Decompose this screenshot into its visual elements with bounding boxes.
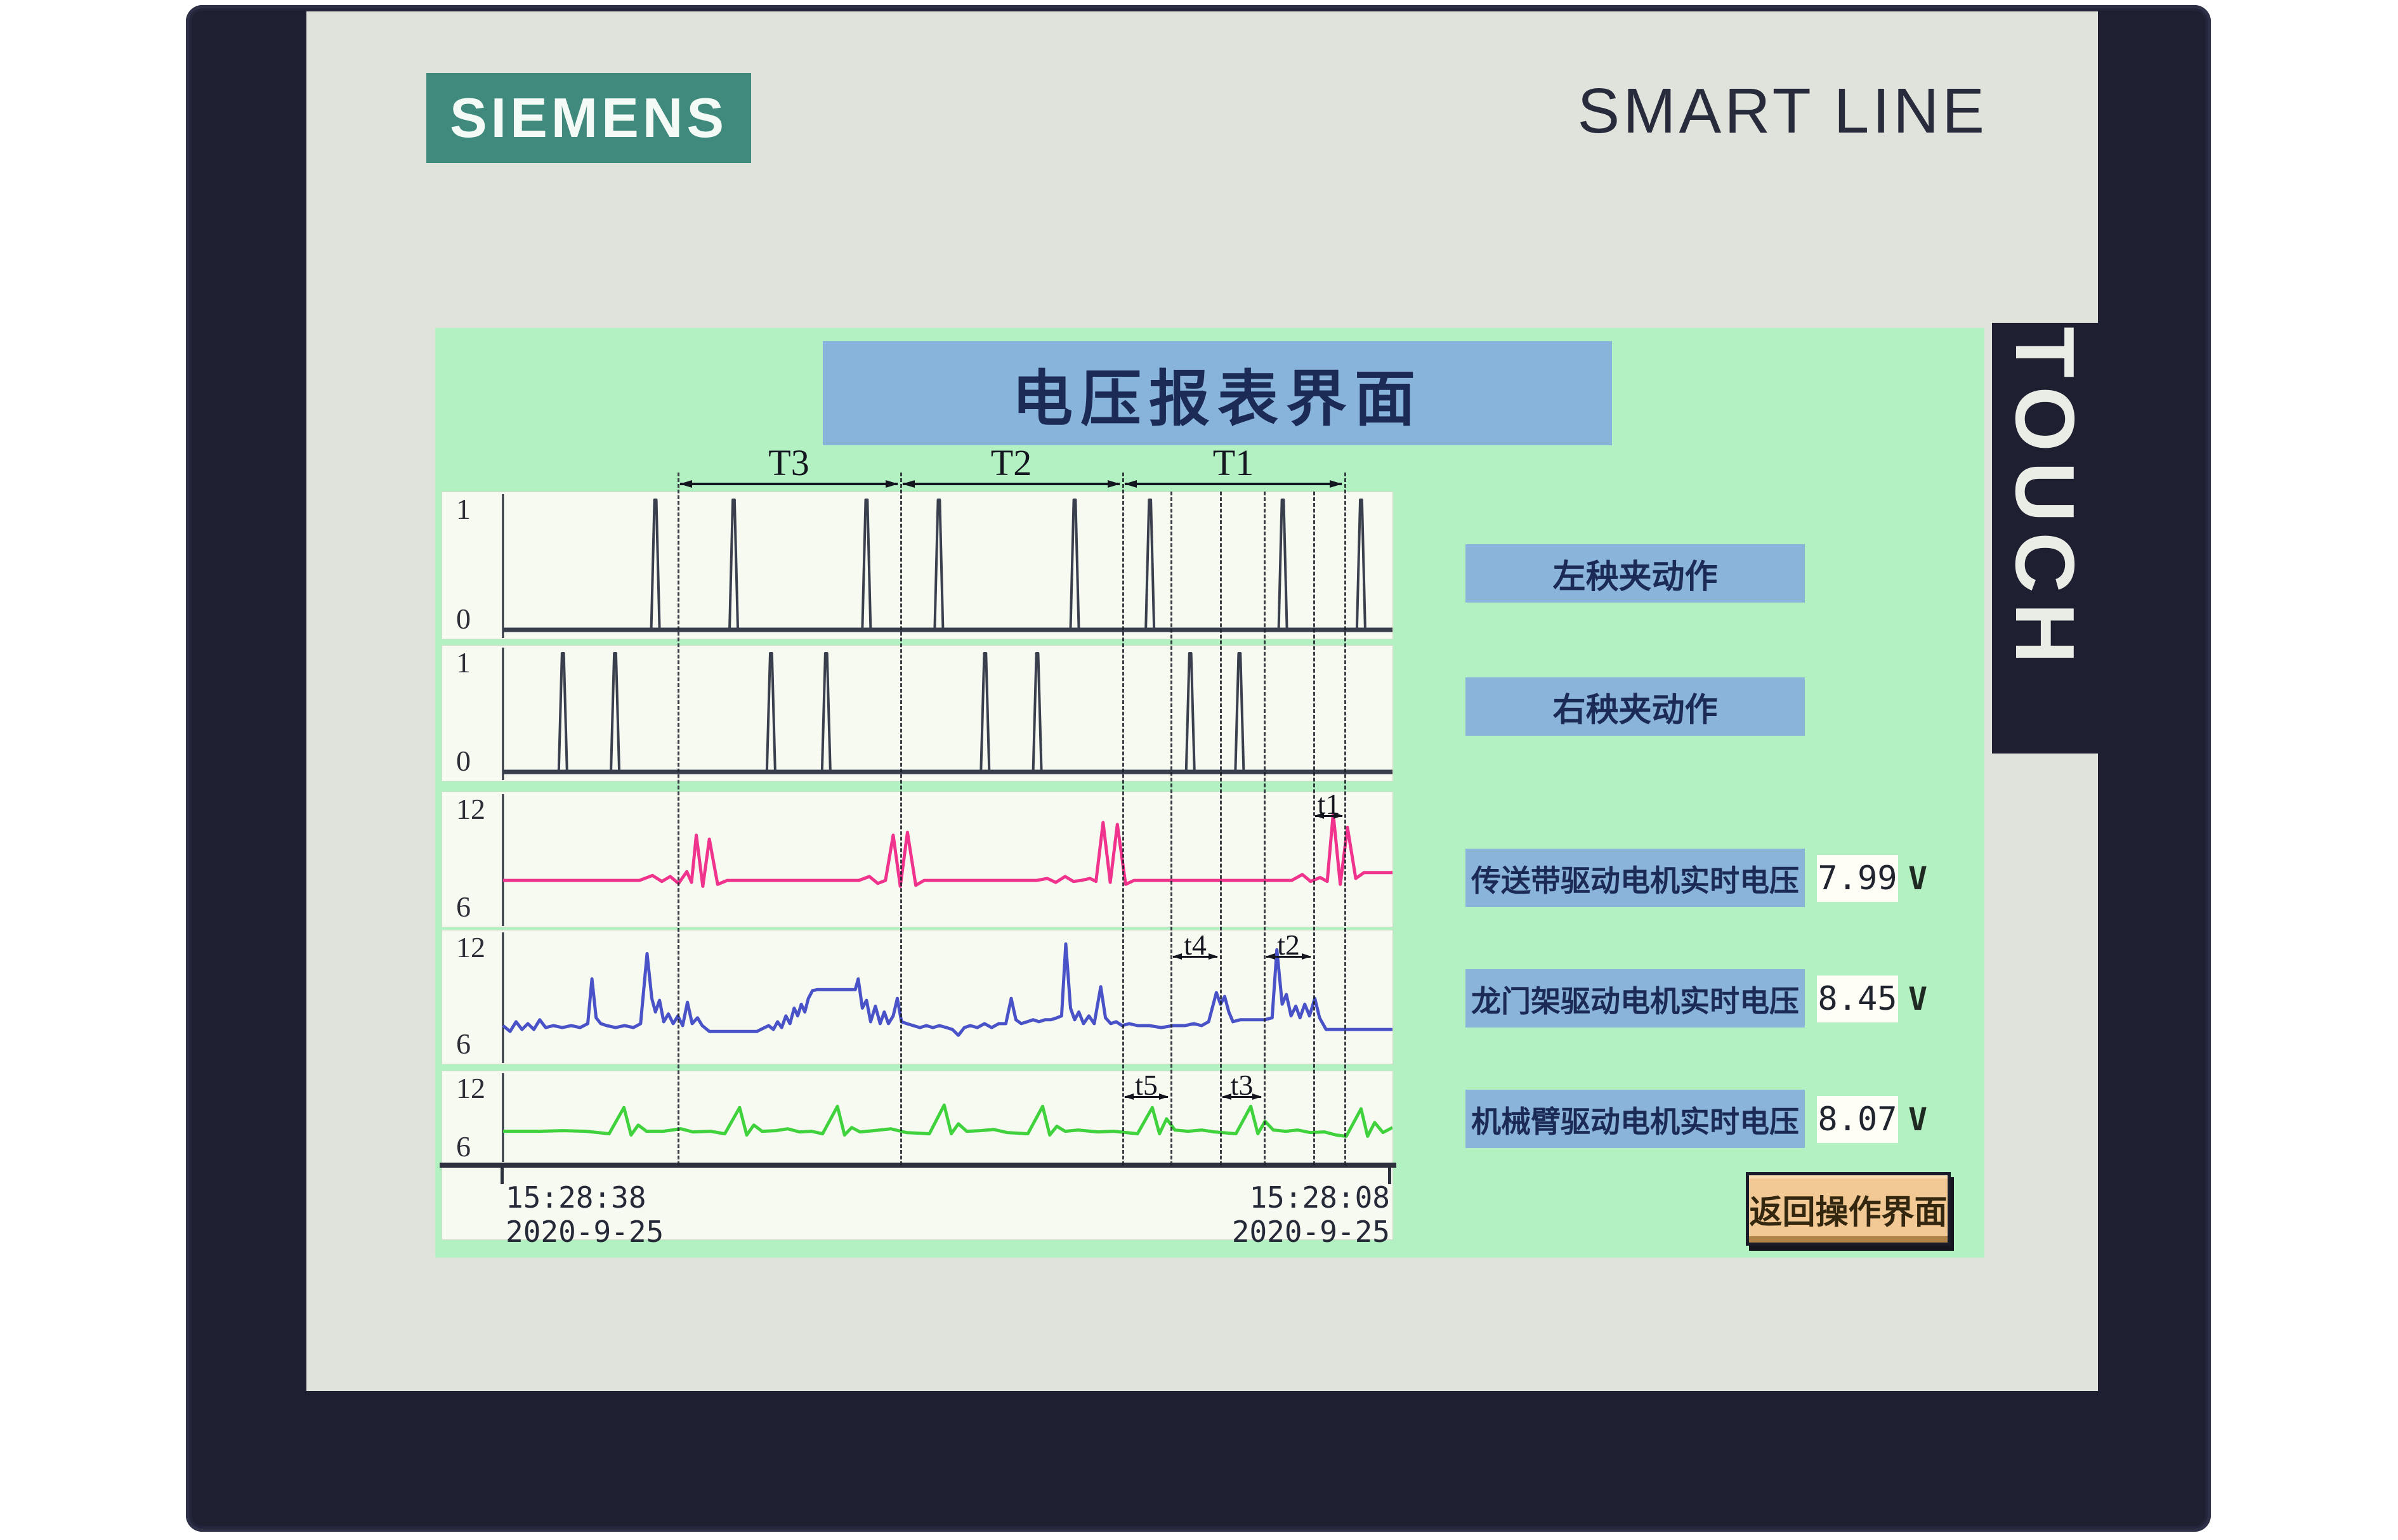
time-axis-right-tick	[1388, 1168, 1391, 1184]
indicator-label: 右秧夹动作	[1552, 691, 1718, 729]
y-max-label: 12	[456, 793, 485, 825]
touch-label: TOUCH	[1998, 327, 2092, 674]
axis-start-stamp: 15:28:38 2020-9-25	[506, 1180, 664, 1250]
y-max-label: 12	[456, 1072, 485, 1104]
plot-area: 1 0	[442, 492, 1392, 640]
axis-end-date: 2020-9-25	[1231, 1215, 1390, 1250]
time-axis-stamps: 15:28:38 2020-9-25 15:28:08 2020-9-25	[506, 1180, 1390, 1250]
span-arrow-T3	[679, 480, 898, 488]
axis-end-time: 15:28:08	[1249, 1180, 1390, 1215]
time-axis-left-tick	[501, 1168, 504, 1184]
indicator-right-clamp-action: 右秧夹动作	[1465, 677, 1805, 736]
conveyor-voltage-trace	[502, 794, 1392, 926]
axis-start-time: 15:28:38	[506, 1180, 646, 1215]
indicator-left-clamp-action: 左秧夹动作	[1465, 544, 1805, 603]
siemens-logo-text: SIEMENS	[449, 86, 728, 149]
voltage-value-conveyor: 7.99	[1817, 855, 1898, 902]
indicator-label: 左秧夹动作	[1552, 558, 1718, 596]
y-min-label: 6	[456, 1028, 471, 1060]
touch-bar: TOUCH	[1992, 323, 2098, 754]
arm-voltage-trace	[502, 1073, 1392, 1162]
gantry-voltage-trace	[502, 932, 1392, 1063]
return-button-label: 返回操作界面	[1749, 1194, 1948, 1231]
y-min-label: 6	[456, 1130, 471, 1163]
y-min-label: 6	[456, 891, 471, 923]
axis-start-date: 2020-9-25	[506, 1215, 664, 1250]
voltage-label-text: 龙门架驱动电机实时电压	[1471, 984, 1799, 1018]
trend-chart-gantry-voltage: 12 6	[442, 930, 1393, 1064]
voltage-label-gantry: 龙门架驱动电机实时电压	[1465, 969, 1805, 1028]
voltage-label-conveyor: 传送带驱动电机实时电压	[1465, 849, 1805, 907]
voltage-unit-arm: V	[1908, 1101, 1928, 1138]
voltage-label-text: 机械臂驱动电机实时电压	[1471, 1104, 1799, 1139]
return-button[interactable]: 返回操作界面	[1746, 1172, 1951, 1246]
voltage-report-panel: 电压报表界面 1 0 1 0 12	[435, 328, 1984, 1258]
trend-chart-arm-voltage: 12 6 15:28:38 2020-9-25 15:28:08 2020-9-…	[440, 1071, 1396, 1249]
y-max-label: 1	[456, 493, 471, 525]
span-arrow-T1	[1124, 480, 1342, 488]
product-line-label: SMART LINE	[1577, 75, 1988, 147]
plot-area: 12 6	[442, 1071, 1392, 1164]
span-label-T3: T3	[768, 442, 809, 483]
page-title: 电压报表界面	[823, 341, 1612, 445]
axis-end-stamp: 15:28:08 2020-9-25	[1232, 1180, 1390, 1250]
left-clamp-trace	[502, 494, 1392, 638]
voltage-unit-conveyor: V	[1908, 860, 1928, 897]
siemens-logo: SIEMENS	[426, 73, 751, 163]
plot-area: 12 6	[442, 792, 1392, 928]
trend-chart-left-clamp: 1 0	[442, 492, 1393, 639]
trend-chart-right-clamp: 1 0	[442, 645, 1393, 781]
voltage-value-gantry: 8.45	[1817, 976, 1898, 1022]
voltage-label-text: 传送带驱动电机实时电压	[1471, 863, 1799, 897]
y-max-label: 12	[456, 931, 485, 963]
y-min-label: 0	[456, 603, 471, 635]
y-max-label: 1	[456, 646, 471, 679]
span-arrow-T2	[902, 480, 1120, 488]
right-clamp-trace	[502, 648, 1392, 780]
voltage-value-arm: 8.07	[1817, 1096, 1898, 1143]
device-screen: SIEMENS SMART LINE TOUCH 电压报表界面 1 0 1 0	[306, 11, 2098, 1391]
voltage-unit-gantry: V	[1908, 981, 1928, 1017]
plot-area: 12 6	[442, 930, 1392, 1065]
voltage-label-arm: 机械臂驱动电机实时电压	[1465, 1090, 1805, 1148]
plot-area: 1 0	[442, 646, 1392, 782]
trend-chart-conveyor-voltage: 12 6	[442, 792, 1393, 927]
time-axis-line	[440, 1163, 1396, 1168]
span-label-T2: T2	[990, 442, 1032, 483]
span-label-T1: T1	[1212, 442, 1254, 483]
y-min-label: 0	[456, 745, 471, 777]
